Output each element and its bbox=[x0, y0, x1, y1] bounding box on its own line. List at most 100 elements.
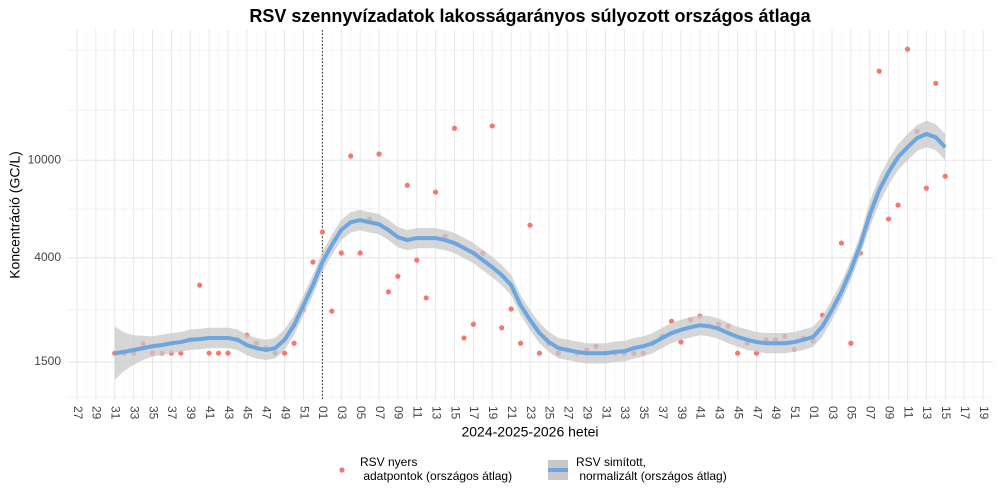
x-tick-label: 31 bbox=[109, 406, 123, 420]
x-tick-label: 11 bbox=[901, 406, 915, 419]
x-tick-label: 43 bbox=[222, 406, 236, 420]
data-point bbox=[206, 350, 212, 356]
x-tick-label: 33 bbox=[127, 406, 141, 420]
x-tick-label: 17 bbox=[467, 406, 481, 420]
y-tick-label: 1500 bbox=[34, 354, 61, 368]
x-tick-label: 37 bbox=[165, 406, 179, 420]
x-tick-label: 37 bbox=[656, 406, 670, 420]
x-tick-label: 19 bbox=[977, 406, 991, 420]
x-tick-label: 11 bbox=[411, 406, 425, 419]
data-point bbox=[470, 321, 476, 327]
data-point bbox=[404, 182, 410, 188]
data-point bbox=[215, 350, 222, 356]
data-point bbox=[527, 222, 533, 228]
data-point bbox=[225, 350, 231, 356]
x-tick-label: 13 bbox=[429, 406, 443, 420]
x-tick-label: 35 bbox=[637, 406, 651, 420]
x-tick-label: 25 bbox=[543, 406, 557, 420]
x-tick-label: 45 bbox=[731, 406, 745, 420]
x-tick-label: 17 bbox=[958, 406, 972, 420]
data-point bbox=[451, 125, 458, 131]
x-tick-label: 41 bbox=[694, 406, 708, 420]
x-tick-label: 09 bbox=[882, 406, 896, 420]
x-tick-label: 41 bbox=[203, 406, 217, 420]
x-tick-label: 27 bbox=[562, 406, 576, 420]
data-point bbox=[517, 340, 524, 346]
x-axis-title: 2024-2025-2026 hetei bbox=[461, 424, 598, 440]
data-point bbox=[461, 335, 467, 341]
data-point bbox=[904, 46, 911, 52]
data-point bbox=[895, 202, 901, 208]
data-point bbox=[329, 308, 335, 314]
data-point bbox=[489, 123, 495, 129]
legend-label: RSV nyers adatpontok (országos átlag) bbox=[360, 455, 512, 483]
x-tick-label: 27 bbox=[71, 406, 85, 420]
x-tick-label: 07 bbox=[864, 406, 878, 420]
x-tick-label: 45 bbox=[241, 406, 255, 420]
data-point bbox=[499, 325, 505, 331]
legend-label: RSV simított, normalizált (országos átla… bbox=[576, 455, 727, 483]
data-point bbox=[338, 250, 344, 256]
x-tick-label: 01 bbox=[316, 406, 330, 420]
x-tick-label: 05 bbox=[354, 406, 368, 420]
y-tick-label: 4000 bbox=[34, 250, 61, 264]
x-tick-label: 35 bbox=[146, 406, 160, 420]
x-tick-label: 01 bbox=[807, 406, 821, 420]
x-tick-label: 29 bbox=[580, 406, 594, 420]
y-tick-label: 10000 bbox=[28, 152, 62, 166]
data-point bbox=[678, 339, 684, 345]
x-tick-label: 15 bbox=[448, 406, 462, 420]
data-point bbox=[319, 229, 325, 235]
data-point bbox=[536, 350, 543, 356]
data-point bbox=[395, 273, 401, 279]
data-point bbox=[876, 68, 882, 74]
x-tick-label: 19 bbox=[486, 406, 500, 420]
x-tick-label: 07 bbox=[373, 406, 387, 420]
chart-title: RSV szennyvízadatok lakosságarányos súly… bbox=[249, 6, 811, 26]
data-point bbox=[376, 151, 382, 157]
data-point bbox=[385, 289, 392, 295]
x-tick-label: 15 bbox=[939, 406, 953, 420]
data-point bbox=[735, 350, 741, 356]
x-tick-label: 47 bbox=[260, 406, 274, 420]
data-point bbox=[942, 173, 948, 179]
data-point bbox=[357, 250, 363, 256]
legend-key bbox=[339, 467, 345, 473]
x-tick-label: 09 bbox=[392, 406, 406, 420]
confidence-band bbox=[114, 120, 946, 380]
x-tick-label: 51 bbox=[788, 406, 802, 420]
smoothed-line bbox=[114, 131, 947, 356]
x-tick-label: 03 bbox=[826, 406, 840, 420]
x-tick-label: 47 bbox=[750, 406, 764, 420]
x-tick-label: 39 bbox=[184, 406, 198, 420]
data-point bbox=[348, 153, 354, 159]
data-point bbox=[848, 340, 854, 346]
data-point bbox=[923, 185, 929, 191]
x-tick-label: 31 bbox=[599, 406, 613, 420]
data-point bbox=[433, 189, 439, 195]
data-point bbox=[838, 240, 845, 246]
data-point bbox=[310, 259, 316, 265]
x-tick-label: 33 bbox=[618, 406, 632, 420]
x-tick-label: 49 bbox=[278, 406, 292, 420]
x-tick-label: 03 bbox=[335, 406, 349, 420]
data-point bbox=[291, 340, 297, 346]
data-point bbox=[933, 80, 939, 86]
data-point bbox=[414, 257, 420, 263]
x-tick-label: 39 bbox=[675, 406, 689, 420]
y-axis-title: Koncentráció (GC/L) bbox=[7, 151, 23, 279]
x-tick-label: 21 bbox=[505, 406, 519, 420]
data-point bbox=[508, 306, 514, 312]
data-point bbox=[886, 216, 892, 222]
x-tick-label: 49 bbox=[769, 406, 783, 420]
data-point bbox=[282, 350, 288, 356]
data-point bbox=[423, 295, 429, 301]
x-tick-label: 51 bbox=[297, 406, 311, 420]
x-tick-label: 29 bbox=[90, 406, 104, 420]
x-tick-label: 23 bbox=[524, 406, 538, 420]
x-tick-label: 13 bbox=[920, 406, 934, 420]
x-tick-label: 05 bbox=[845, 406, 859, 420]
data-point bbox=[197, 282, 203, 288]
x-tick-label: 43 bbox=[713, 406, 727, 420]
